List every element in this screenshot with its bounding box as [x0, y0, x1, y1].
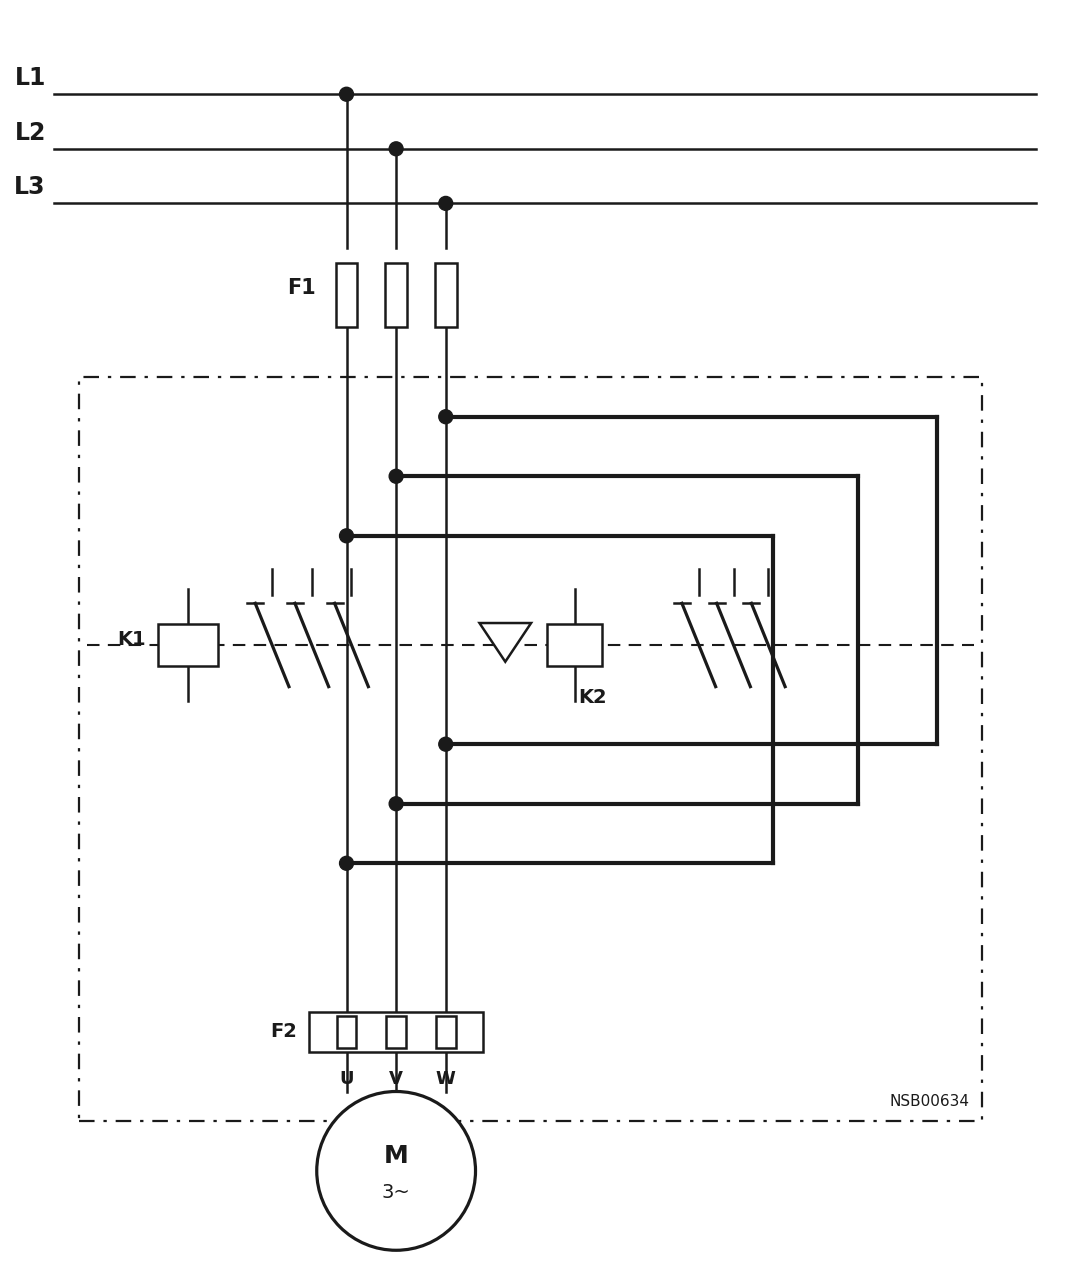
Text: K2: K2: [579, 687, 607, 707]
Circle shape: [317, 1092, 476, 1251]
Text: M: M: [384, 1144, 409, 1169]
Circle shape: [339, 529, 353, 543]
Circle shape: [389, 796, 403, 810]
Bar: [436, 1016, 455, 1048]
Text: 3~: 3~: [382, 1183, 411, 1202]
Text: F2: F2: [270, 1023, 297, 1042]
Text: W: W: [436, 1070, 455, 1088]
Text: F1: F1: [287, 278, 315, 298]
Text: NSB00634: NSB00634: [890, 1094, 970, 1110]
Circle shape: [439, 737, 453, 751]
Text: L2: L2: [14, 120, 46, 145]
Text: L3: L3: [14, 175, 46, 200]
Text: U: U: [339, 1070, 353, 1088]
Bar: [337, 1016, 357, 1048]
Bar: [435, 262, 456, 328]
Circle shape: [439, 196, 453, 210]
Polygon shape: [479, 623, 531, 662]
Text: K1: K1: [117, 630, 146, 649]
Text: V: V: [389, 1070, 403, 1088]
Circle shape: [339, 856, 353, 870]
Circle shape: [439, 410, 453, 424]
Bar: [158, 625, 218, 666]
Bar: [386, 1016, 406, 1048]
Bar: [79, 378, 982, 1121]
Bar: [547, 625, 602, 666]
Text: L1: L1: [14, 67, 46, 91]
Circle shape: [389, 142, 403, 156]
Bar: [385, 262, 408, 328]
Bar: [336, 262, 358, 328]
Bar: [309, 1012, 483, 1052]
Circle shape: [339, 87, 353, 101]
Circle shape: [389, 470, 403, 484]
